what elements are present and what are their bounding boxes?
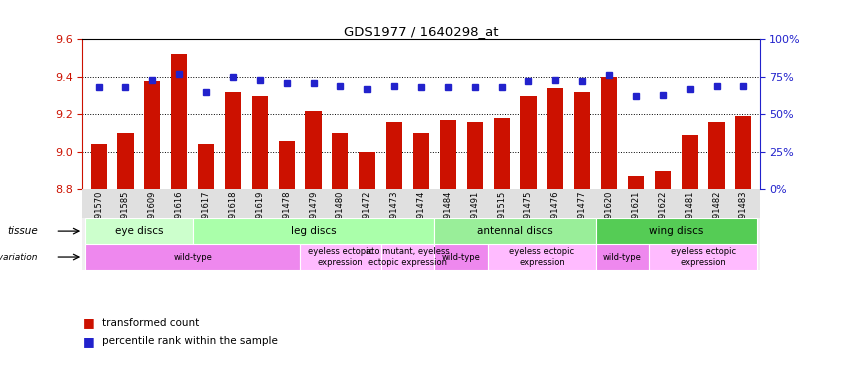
Text: wing discs: wing discs [649, 226, 703, 236]
Bar [547, 88, 563, 189]
Bar [601, 77, 617, 189]
Bar [488, 244, 595, 270]
Text: GSM91477: GSM91477 [578, 191, 587, 236]
Bar [85, 218, 193, 244]
Bar [144, 81, 161, 189]
Text: GSM91475: GSM91475 [524, 191, 533, 236]
Bar [225, 92, 241, 189]
Bar [440, 120, 456, 189]
Bar [306, 111, 321, 189]
Bar [300, 244, 381, 270]
Bar [628, 176, 644, 189]
Bar [332, 133, 348, 189]
Bar [595, 244, 649, 270]
Bar [386, 122, 402, 189]
Text: wild-type: wild-type [174, 252, 212, 261]
Bar [521, 96, 536, 189]
Text: GSM91585: GSM91585 [121, 191, 130, 236]
Text: GSM91621: GSM91621 [631, 191, 641, 236]
Bar [574, 92, 590, 189]
Bar [279, 141, 295, 189]
Bar [252, 96, 268, 189]
Bar [85, 244, 300, 270]
Bar [467, 122, 483, 189]
Bar [434, 218, 595, 244]
Text: GSM91480: GSM91480 [336, 191, 345, 236]
Text: eye discs: eye discs [115, 226, 163, 236]
Bar [434, 244, 488, 270]
Text: GSM91482: GSM91482 [712, 191, 721, 236]
Bar [193, 218, 434, 244]
Bar [117, 133, 134, 189]
Bar [595, 218, 757, 244]
Bar [359, 152, 375, 189]
Text: GSM91476: GSM91476 [551, 191, 560, 236]
Text: GSM91478: GSM91478 [282, 191, 291, 236]
Bar [90, 144, 107, 189]
Text: ■: ■ [82, 335, 95, 348]
Text: GSM91616: GSM91616 [174, 191, 184, 236]
Bar [413, 133, 429, 189]
Text: GSM91472: GSM91472 [363, 191, 372, 236]
Bar [198, 144, 214, 189]
Text: leg discs: leg discs [291, 226, 336, 236]
Text: GSM91481: GSM91481 [685, 191, 694, 236]
Title: GDS1977 / 1640298_at: GDS1977 / 1640298_at [344, 25, 498, 38]
Bar [171, 54, 187, 189]
Text: GSM91620: GSM91620 [604, 191, 614, 236]
Text: GSM91609: GSM91609 [148, 191, 157, 236]
Text: GSM91483: GSM91483 [739, 191, 748, 236]
Text: eyeless ectopic
expression: eyeless ectopic expression [308, 248, 373, 267]
Text: GSM91484: GSM91484 [444, 191, 452, 236]
Text: GSM91570: GSM91570 [94, 191, 103, 236]
Text: wild-type: wild-type [442, 252, 481, 261]
Bar [494, 118, 510, 189]
Text: GSM91473: GSM91473 [390, 191, 398, 236]
Text: ato mutant, eyeless
ectopic expression: ato mutant, eyeless ectopic expression [365, 248, 450, 267]
Text: GSM91474: GSM91474 [417, 191, 425, 236]
Text: GSM91617: GSM91617 [201, 191, 211, 236]
Bar [708, 122, 725, 189]
Text: GSM91515: GSM91515 [497, 191, 506, 236]
Text: transformed count: transformed count [102, 318, 199, 327]
Text: GSM91479: GSM91479 [309, 191, 318, 236]
Bar [381, 244, 434, 270]
Text: wild-type: wild-type [603, 252, 642, 261]
Text: eyeless ectopic
expression: eyeless ectopic expression [510, 248, 575, 267]
Text: GSM91618: GSM91618 [228, 191, 238, 236]
Text: GSM91619: GSM91619 [255, 191, 264, 236]
Text: GSM91491: GSM91491 [470, 191, 479, 236]
Text: genotype/variation: genotype/variation [0, 252, 38, 261]
Bar [649, 244, 757, 270]
Text: percentile rank within the sample: percentile rank within the sample [102, 336, 278, 346]
Text: tissue: tissue [8, 226, 38, 236]
Text: GSM91622: GSM91622 [658, 191, 667, 236]
Text: ■: ■ [82, 316, 95, 329]
Text: antennal discs: antennal discs [477, 226, 553, 236]
Bar [654, 171, 671, 189]
Bar [735, 116, 752, 189]
Bar [681, 135, 698, 189]
Text: eyeless ectopic
expression: eyeless ectopic expression [670, 248, 736, 267]
